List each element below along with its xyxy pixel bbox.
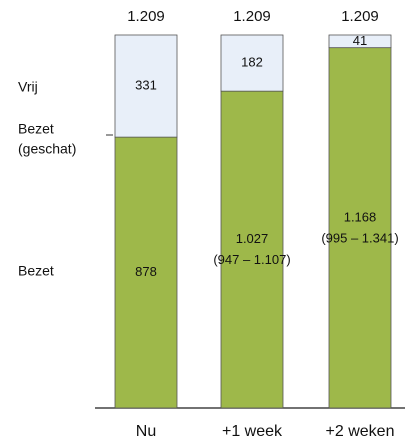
total-label: 1.209 [127, 8, 165, 25]
bar-segment [114, 34, 178, 138]
interval-label: (947 – 1.107) [213, 252, 290, 267]
value-label: 1.168 [344, 209, 377, 224]
value-label: 331 [135, 77, 157, 92]
x-tick-label: +2 weken [326, 423, 395, 440]
total-label: 1.209 [233, 8, 271, 25]
annotation-line: Bezet [18, 121, 54, 137]
interval-label: (995 – 1.341) [321, 230, 398, 245]
bar-segment [328, 34, 392, 49]
total-label: 1.209 [341, 8, 379, 25]
value-label: 41 [353, 33, 367, 48]
series-label: Vrij [18, 79, 38, 95]
x-tick-label: Nu [136, 423, 156, 440]
bar-segment [114, 136, 178, 409]
bar-segment [328, 47, 392, 409]
x-tick-label: +1 week [222, 423, 283, 440]
value-label: 1.027 [236, 231, 269, 246]
value-label: 182 [241, 55, 263, 70]
annotation-line: (geschat) [18, 141, 76, 157]
value-label: 878 [135, 264, 157, 279]
series-label: Bezet [18, 263, 54, 279]
bar-segment [220, 34, 284, 92]
bar-segment [220, 90, 284, 409]
